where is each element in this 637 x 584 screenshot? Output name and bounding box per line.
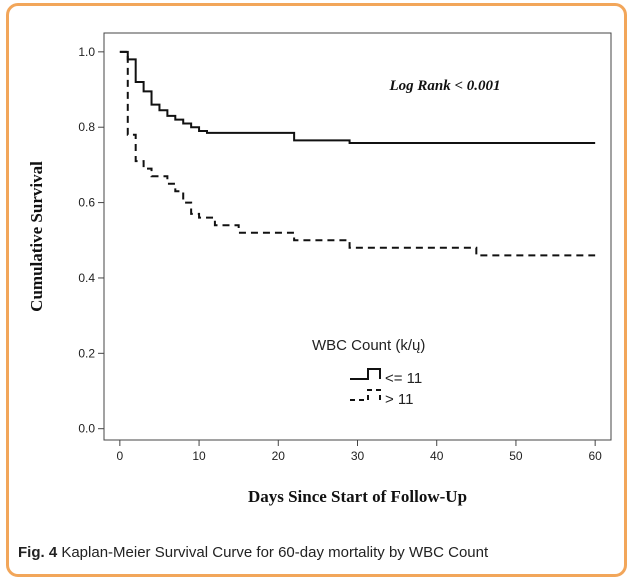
legend-swatch xyxy=(350,389,381,401)
log-rank-annotation: Log Rank < 0.001 xyxy=(388,78,500,94)
y-tick-label: 0.6 xyxy=(78,196,95,210)
x-tick-label: 0 xyxy=(117,449,124,463)
x-tick-label: 60 xyxy=(588,449,602,463)
x-axis-label: Days Since Start of Follow-Up xyxy=(248,487,467,506)
legend-entry-label: > 11 xyxy=(385,391,414,408)
x-tick-label: 50 xyxy=(509,449,523,463)
x-tick-label: 40 xyxy=(430,449,444,463)
x-tick-label: 20 xyxy=(272,449,286,463)
legend-entry-label: <= 11 xyxy=(385,370,422,387)
legend-swatch xyxy=(350,368,381,380)
y-tick-label: 0.4 xyxy=(78,271,95,285)
caption-label: Fig. 4 xyxy=(18,544,58,561)
figure-frame xyxy=(6,3,627,577)
y-tick-label: 1.0 xyxy=(78,45,95,59)
series-line-low-wbc xyxy=(119,50,596,145)
y-tick-label: 0.0 xyxy=(78,422,95,436)
x-tick-label: 10 xyxy=(192,449,206,463)
caption-text: Kaplan-Meier Survival Curve for 60-day m… xyxy=(57,544,489,561)
legend-title: WBC Count (k/ų) xyxy=(312,337,425,354)
y-tick-label: 0.8 xyxy=(78,120,95,134)
y-tick-label: 0.2 xyxy=(78,346,95,360)
series-line-high-wbc xyxy=(119,50,596,257)
x-tick-label: 30 xyxy=(351,449,365,463)
figure-caption: Fig. 4 Kaplan-Meier Survival Curve for 6… xyxy=(18,544,488,561)
y-axis-label: Cumulative Survival xyxy=(27,161,46,312)
